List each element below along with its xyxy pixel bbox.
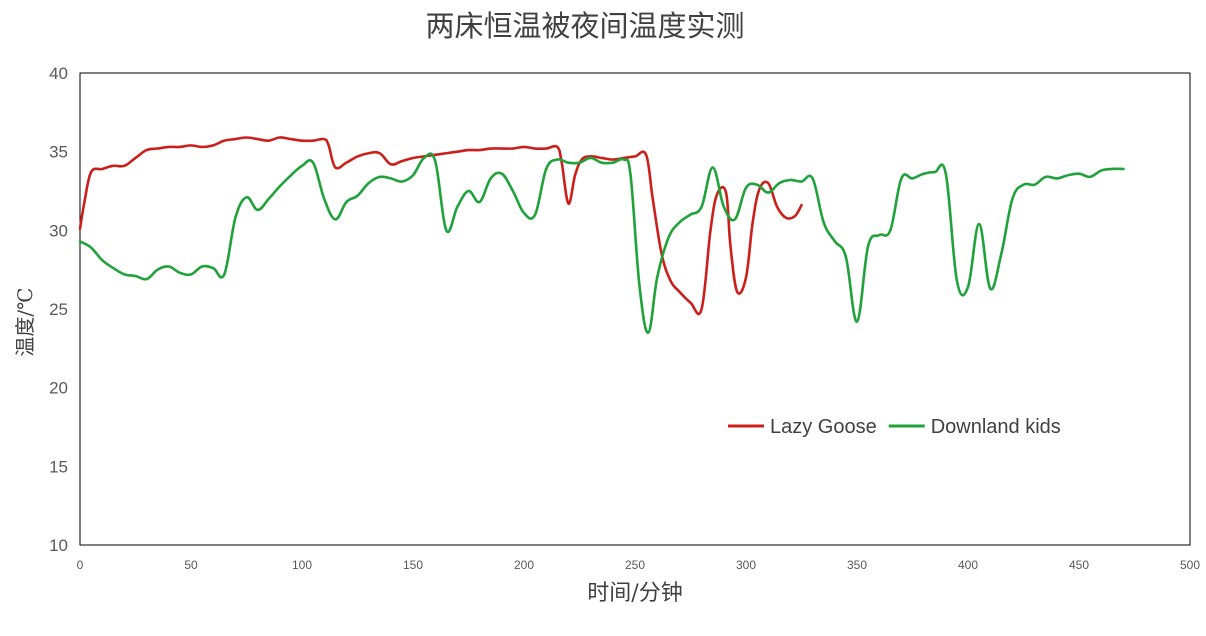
x-tick-label: 250: [625, 558, 645, 572]
y-tick-label: 30: [49, 221, 68, 240]
y-tick-label: 20: [49, 379, 68, 398]
plot-area-frame: [79, 72, 1191, 546]
y-tick-label: 40: [49, 64, 68, 83]
legend: Lazy Goose Downland kids: [728, 416, 1061, 438]
x-tick-label: 500: [1180, 558, 1200, 572]
x-tick-label: 450: [1069, 558, 1089, 572]
x-tick-label: 350: [847, 558, 867, 572]
y-tick-label: 15: [49, 457, 68, 476]
series-line-2: [78, 152, 1125, 334]
x-tick-label: 100: [292, 558, 312, 572]
legend-label-2: Downland kids: [931, 416, 1061, 438]
series-line-1: [78, 136, 803, 316]
y-axis-title: 温度/℃: [13, 287, 37, 356]
x-tick-label: 0: [77, 558, 84, 572]
x-tick-label: 150: [403, 558, 423, 572]
x-axis-title: 时间/分钟: [587, 581, 682, 606]
x-axis-ticks: 0 50 100 150 200 250 300 350 400 450 500: [77, 558, 1201, 572]
x-tick-label: 400: [958, 558, 978, 572]
y-tick-label: 25: [49, 300, 68, 319]
y-tick-label: 35: [49, 143, 68, 162]
series-layer: [78, 136, 1125, 334]
x-tick-label: 200: [514, 558, 534, 572]
y-axis-ticks: 10 15 20 25 30 35 40: [49, 64, 68, 555]
x-tick-label: 50: [184, 558, 198, 572]
chart-title: 两床恒温被夜间温度实测: [425, 9, 744, 43]
y-tick-label: 10: [49, 536, 68, 555]
legend-label-1: Lazy Goose: [770, 416, 877, 438]
x-tick-label: 300: [736, 558, 756, 572]
